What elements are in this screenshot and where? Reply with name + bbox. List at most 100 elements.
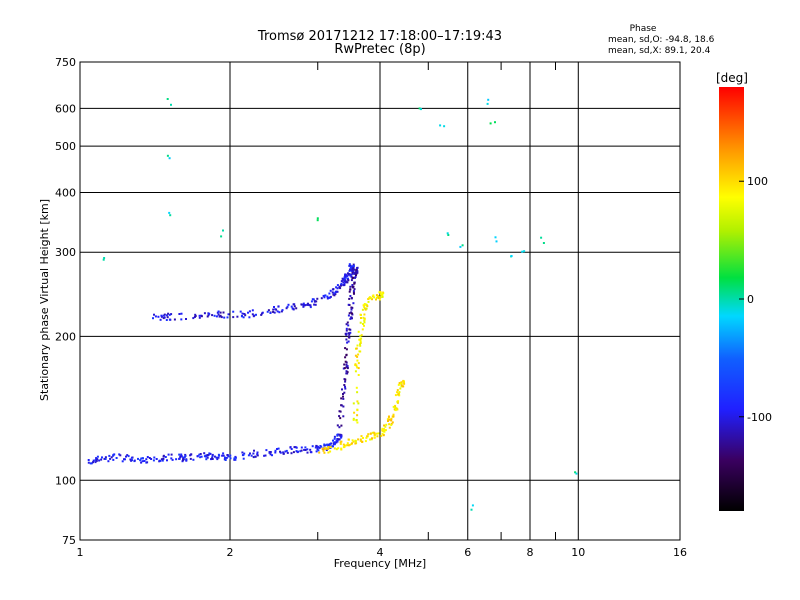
data-point [165, 319, 168, 321]
data-point [366, 435, 369, 438]
data-point [196, 455, 199, 458]
data-point [355, 269, 358, 272]
data-point [163, 316, 166, 319]
data-point [342, 405, 345, 408]
data-point [344, 360, 347, 363]
data-point [356, 400, 359, 403]
data-point [487, 98, 490, 101]
data-point [226, 454, 229, 456]
data-point [574, 471, 577, 474]
data-point [388, 423, 391, 426]
data-point [95, 459, 98, 462]
data-point [241, 451, 244, 454]
data-point [346, 444, 348, 447]
data-point [341, 388, 343, 391]
data-point [394, 409, 397, 412]
data-point [371, 437, 373, 440]
data-point [107, 460, 110, 463]
data-point [354, 363, 357, 366]
data-point [215, 315, 218, 318]
data-point [286, 305, 289, 308]
data-point [146, 456, 149, 458]
data-point [400, 383, 403, 386]
data-point [206, 454, 209, 457]
data-point [198, 316, 201, 319]
data-point [348, 333, 351, 336]
x-tick-label: 4 [377, 546, 384, 559]
data-point [211, 314, 214, 317]
data-point [347, 324, 350, 327]
data-point [336, 287, 339, 290]
data-point [335, 440, 338, 443]
data-point [130, 456, 133, 459]
data-point [348, 297, 351, 300]
data-point [344, 347, 347, 350]
data-point [302, 302, 305, 305]
data-point [356, 355, 359, 358]
data-point [170, 313, 173, 316]
data-point [261, 311, 264, 314]
data-point [325, 449, 328, 451]
data-point [343, 391, 346, 394]
data-point [173, 318, 176, 321]
data-point [192, 458, 195, 461]
data-point [223, 316, 226, 319]
data-point [359, 438, 362, 441]
data-point [333, 437, 336, 440]
data-point [98, 459, 101, 462]
data-point [171, 458, 174, 461]
data-point [215, 456, 218, 459]
data-point [273, 311, 276, 314]
data-point [351, 442, 353, 445]
data-point [294, 446, 297, 449]
data-point [339, 433, 342, 436]
data-point [346, 275, 349, 278]
data-point [352, 266, 355, 269]
data-point [233, 457, 236, 460]
data-point [302, 304, 305, 307]
data-point [89, 462, 92, 465]
data-point [309, 304, 312, 307]
data-point [254, 455, 257, 458]
data-point [101, 456, 103, 459]
data-point [178, 457, 181, 460]
data-point [344, 387, 347, 390]
data-point [346, 371, 349, 374]
data-point [285, 307, 288, 310]
data-point [249, 452, 251, 455]
data-point [284, 450, 287, 453]
data-point [236, 315, 239, 318]
data-point [199, 456, 202, 459]
data-point [373, 436, 376, 439]
data-point [382, 434, 385, 437]
data-point [351, 271, 354, 274]
data-point [394, 406, 397, 409]
data-point [333, 447, 336, 450]
data-point [209, 452, 212, 455]
data-point [359, 313, 362, 316]
data-point [162, 314, 165, 317]
data-point [398, 391, 401, 394]
data-point [189, 457, 192, 460]
data-point [205, 458, 208, 461]
data-point [358, 338, 361, 341]
data-point [160, 314, 163, 317]
data-point [221, 454, 224, 457]
data-point [334, 291, 337, 293]
data-point [367, 300, 370, 303]
data-point [439, 124, 442, 127]
data-point [375, 294, 378, 297]
data-point [400, 382, 402, 385]
data-point [247, 311, 249, 314]
data-point [229, 454, 232, 457]
data-point [351, 317, 353, 320]
data-point [316, 445, 319, 448]
data-point [340, 404, 343, 407]
data-point [178, 313, 181, 315]
data-point [357, 402, 360, 405]
data-point [216, 458, 219, 461]
data-point [274, 451, 277, 454]
data-point [293, 305, 296, 308]
data-point [337, 438, 340, 441]
